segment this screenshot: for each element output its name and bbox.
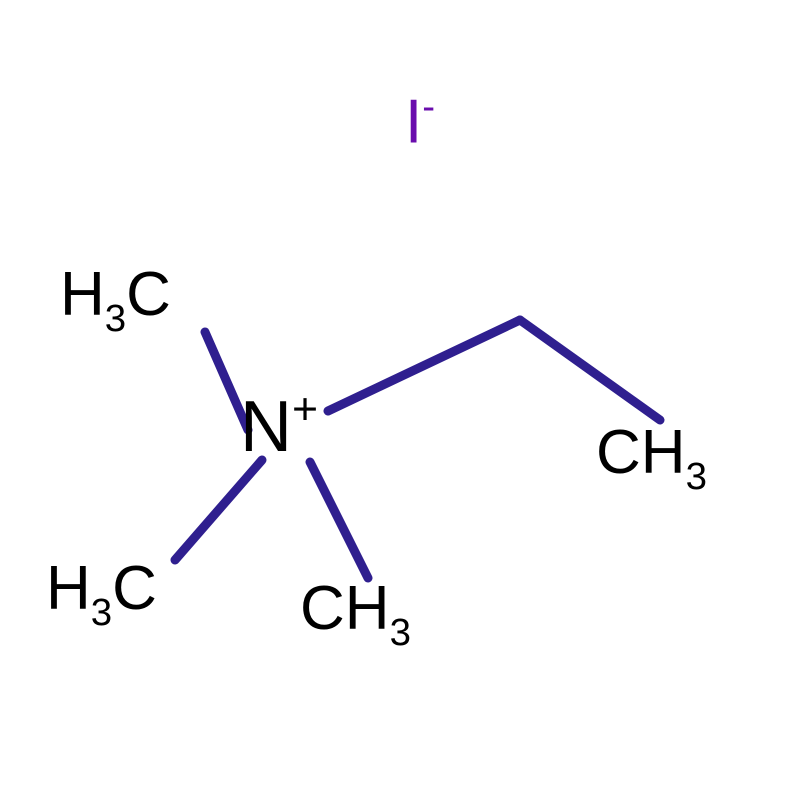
bond-layer — [0, 0, 800, 800]
nitrogen-center-label: N+ — [240, 390, 318, 463]
methyl-bottom-left-label: H3C — [46, 558, 157, 630]
ethyl-terminal-ch3-label: CH3 — [596, 422, 707, 494]
methyl-bottom-label: CH3 — [300, 578, 411, 650]
methyl-top-left-label: H3C — [60, 264, 171, 336]
iodide-anion-label: I- — [405, 90, 435, 154]
